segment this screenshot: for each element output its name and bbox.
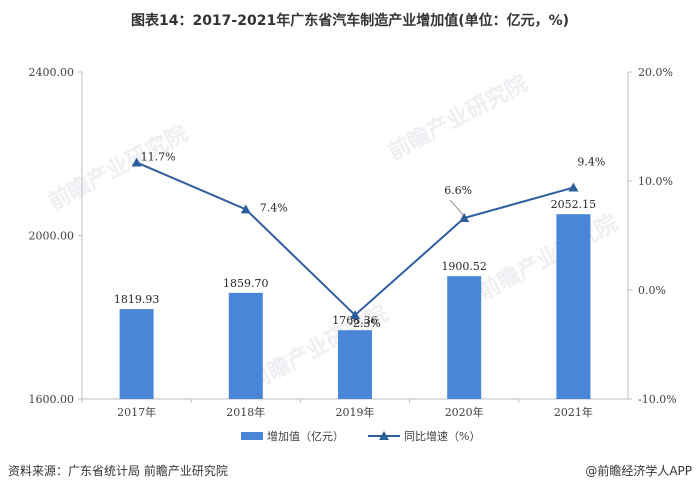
line-marker [240,204,251,214]
line-marker [459,213,470,223]
line-data-label: 9.4% [577,156,605,169]
bar-data-label: 1900.52 [441,260,487,273]
line-marker [568,182,579,192]
source-note: 资料来源：广东省统计局 前瞻产业研究院 [8,464,228,478]
x-tick-label: 2018年 [226,405,265,419]
bar [556,214,591,399]
chart-title: 图表14：2017-2021年广东省汽车制造产业增加值(单位：亿元，%) [130,13,570,29]
bar-data-label: 1859.70 [223,277,269,290]
growth-line [136,161,574,317]
bar-data-label: 2052.15 [551,198,597,211]
legend-label-bar: 增加值（亿元） [267,429,344,443]
legend-label-line: 同比增速（%） [404,429,480,443]
y-right-tick-label: -10.0% [638,393,677,406]
y-right-tick-label: 0.0% [638,284,666,297]
x-tick-label: 2021年 [554,405,593,419]
y-left-tick-label: 1600.00 [29,393,75,406]
line-data-label: 7.4% [260,201,288,214]
bar [338,330,372,399]
bar [228,292,263,399]
x-tick-label: 2017年 [117,405,156,419]
line-data-label: -2.3% [349,317,381,330]
line-data-label: 11.7% [141,150,176,163]
x-tick-label: 2019年 [336,405,375,419]
label-leader [449,199,464,216]
y-left-tick-label: 2000.00 [29,230,75,243]
credit-note: @前瞻经济学人APP [585,464,692,478]
bar-data-label: 1768.36 [332,314,378,327]
y-right-tick-label: 20.0% [638,66,673,79]
line-marker [350,310,360,320]
x-tick-label: 2020年 [445,405,484,419]
bar [447,276,482,399]
bar-data-label: 1819.93 [114,293,160,306]
line-marker [131,157,142,167]
legend-swatch-bar [241,432,263,440]
y-left-tick-label: 2400.00 [29,66,75,79]
line-data-label: 6.6% [444,184,472,197]
legend-swatch-marker [379,431,389,440]
y-right-tick-label: 10.0% [638,175,673,188]
bar [119,309,154,399]
